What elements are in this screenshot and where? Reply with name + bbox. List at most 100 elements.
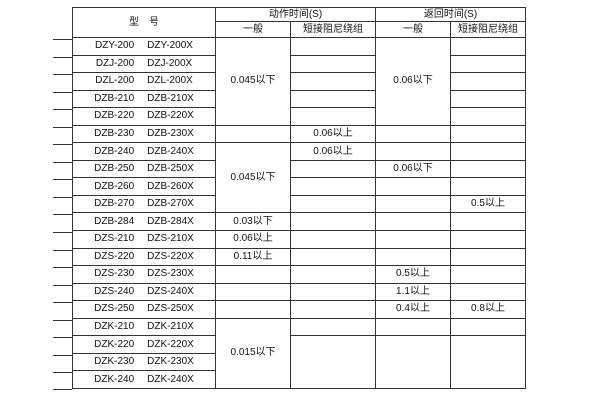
cell-ret-damping [450, 247, 526, 267]
header-return-damping: 短接阻尼绕组 [450, 21, 526, 38]
model-name: DZB-220 [94, 110, 135, 122]
cell-ret-damping [450, 37, 526, 56]
model-name-x: DZS-230X [147, 268, 194, 280]
gutter-row-line [53, 161, 72, 180]
header-model: 型 号 [72, 7, 216, 38]
model-name: DZB-284 [94, 215, 135, 227]
header-action-time: 动作时间(S) [215, 7, 376, 22]
cell-ret-general: 0.06以下 [375, 159, 451, 179]
cell-act-general [215, 265, 291, 284]
model-cell: DZK-220 DZK-220X [72, 335, 216, 354]
table-row: DZB-284 DZB-284X 0.03以下 [72, 212, 526, 232]
gutter-row-line [53, 319, 72, 338]
header-return-general: 一般 [375, 21, 451, 38]
model-name: DZB-250 [94, 163, 135, 175]
table-row: DZS-230 DZS-230X 0.5以上 [72, 265, 526, 284]
gutter-row-line [53, 267, 72, 285]
cell-act-damping [290, 54, 376, 74]
model-cell: DZB-260 DZB-260X [72, 177, 216, 196]
cell-act-damping [290, 159, 376, 179]
model-cell: DZS-220 DZS-220X [72, 247, 216, 267]
model-cell: DZL-200 DZL-200X [72, 72, 216, 91]
model-name-x: DZB-270X [147, 198, 194, 210]
cell-act-general [215, 282, 291, 302]
cell-ret-damping [450, 282, 526, 302]
model-cell: DZJ-200 DZJ-200X [72, 54, 216, 74]
cell-act-damping [290, 265, 376, 284]
table-row: DZB-270 DZB-270X 0.5以上 [72, 194, 526, 214]
table-row: DZB-230 DZB-230X 0.06以上 [72, 124, 526, 144]
model-name-x: DZL-200X [147, 75, 193, 87]
model-name: DZJ-200 [95, 57, 135, 69]
model-name-x: DZB-240X [147, 145, 194, 157]
model-name: DZS-210 [94, 233, 135, 245]
cell-act-damping [290, 317, 376, 337]
cell-act-general: 0.06以上 [215, 230, 291, 249]
model-name: DZB-270 [94, 198, 135, 210]
cell-act-damping [290, 89, 376, 109]
cell-ret-damping [450, 72, 526, 91]
gutter-row-line [53, 284, 72, 303]
cell-act-general [215, 300, 291, 319]
cell-act-damping [290, 247, 376, 267]
cell-ret-damping [450, 54, 526, 74]
cell-ret-general: 1.1以上 [375, 282, 451, 302]
gutter-row-line [53, 56, 72, 75]
gutter-row-line [53, 39, 72, 57]
cell-act-damping: 0.06以上 [290, 142, 376, 161]
cell-act-damping [290, 177, 376, 196]
model-name: DZY-200 [95, 40, 135, 52]
model-name: DZK-210 [94, 321, 135, 333]
model-name: DZK-240 [94, 373, 135, 385]
model-name-x: DZB-250X [147, 163, 194, 175]
model-name-x: DZK-230X [147, 356, 194, 368]
table-row: DZB-250 DZB-250X 0.06以下 [72, 159, 526, 179]
table-row: DZB-220 DZB-220X [72, 107, 526, 126]
model-cell: DZB-220 DZB-220X [72, 107, 216, 126]
model-cell: DZY-200 DZY-200X [72, 37, 216, 56]
model-name: DZK-230 [94, 356, 135, 368]
model-name-x: DZS-210X [147, 233, 194, 245]
cell-act-damping: 0.06以上 [290, 124, 376, 144]
cell-ret-damping [450, 212, 526, 232]
model-name-x: DZB-210X [147, 92, 194, 104]
left-gutter-column [53, 39, 72, 390]
cell-ret-damping [450, 159, 526, 179]
table-row: DZK-240 DZK-240X [72, 370, 526, 389]
gutter-row-line [53, 126, 72, 145]
cell-ret-general [375, 194, 451, 214]
cell-ret-general [375, 335, 451, 389]
model-name: DZB-240 [94, 145, 135, 157]
cell-ret-general [375, 212, 451, 232]
cell-ret-damping [450, 107, 526, 126]
cell-act-damping [290, 212, 376, 232]
gutter-row-line [53, 74, 72, 92]
cell-act-damping [290, 107, 376, 126]
cell-act-general: 0.11以上 [215, 247, 291, 267]
model-cell: DZB-240 DZB-240X [72, 142, 216, 161]
table-row: DZB-240 DZB-240X 0.045以下 0.06以上 [72, 142, 526, 214]
model-name: DZS-240 [94, 285, 135, 297]
model-name: DZB-230 [94, 128, 135, 139]
model-cell: DZK-240 DZK-240X [72, 370, 216, 389]
gutter-row-line [53, 249, 72, 268]
cell-ret-damping [450, 265, 526, 284]
cell-ret-damping [450, 335, 526, 389]
cell-ret-damping [450, 142, 526, 161]
table-row: DZB-210 DZB-210X [72, 89, 526, 109]
model-name-x: DZK-220X [147, 338, 194, 350]
model-cell: DZB-284 DZB-284X [72, 212, 216, 232]
cell-ret-damping [450, 317, 526, 337]
gutter-row-line [53, 372, 72, 390]
table-row: DZS-240 DZS-240X 1.1以上 [72, 282, 526, 302]
table-row: DZS-220 DZS-220X 0.11以上 [72, 247, 526, 267]
cell-act-damping [290, 300, 376, 319]
table-row: DZB-260 DZB-260X [72, 177, 526, 196]
model-cell: DZB-250 DZB-250X [72, 159, 216, 179]
model-name-x: DZS-220X [147, 250, 194, 262]
model-name: DZK-220 [94, 338, 135, 350]
cell-ret-general: 0.4以上 [375, 300, 451, 319]
cell-ret-general [375, 177, 451, 196]
cell-ret-damping [450, 89, 526, 109]
